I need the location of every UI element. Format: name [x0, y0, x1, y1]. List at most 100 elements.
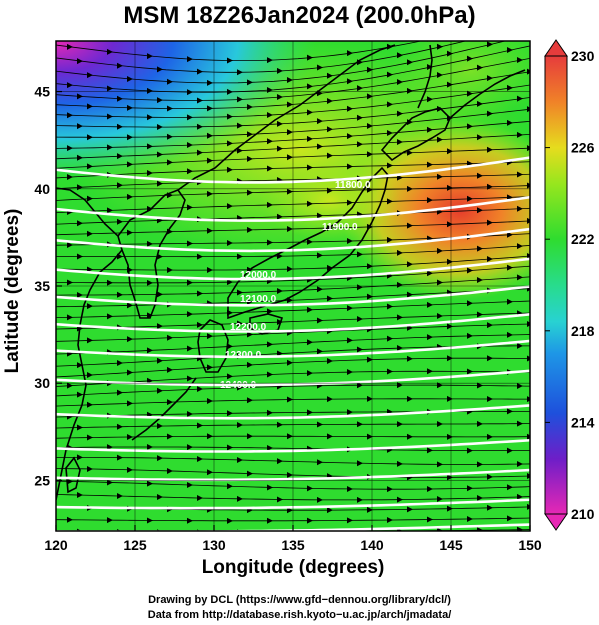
- wind-arrow: [367, 506, 373, 513]
- wind-arrow: [467, 485, 473, 492]
- x-tick-label: 120: [44, 537, 68, 553]
- wind-arrow: [227, 166, 233, 173]
- wind-arrow: [477, 276, 483, 283]
- wind-arrow: [237, 147, 243, 154]
- wind-arrow: [207, 190, 213, 197]
- wind-arrow: [367, 433, 373, 440]
- streamline: [56, 133, 530, 160]
- wind-arrow: [467, 195, 473, 202]
- wind-arrow: [187, 89, 193, 96]
- wind-arrow: [187, 204, 193, 211]
- y-tick-label: 45: [34, 84, 50, 100]
- x-tick-label: 140: [360, 537, 384, 553]
- wind-arrow: [227, 483, 233, 490]
- wind-arrow: [207, 267, 213, 274]
- wind-arrow: [517, 383, 523, 390]
- streamline: [56, 446, 530, 451]
- wind-arrow: [167, 159, 173, 166]
- wind-arrow: [107, 207, 113, 214]
- wind-arrow: [207, 364, 213, 371]
- wind-arrow: [207, 333, 213, 340]
- wind-arrow: [317, 421, 323, 428]
- wind-arrow: [407, 291, 413, 298]
- wind-arrow: [77, 454, 83, 461]
- x-tick-label: 130: [202, 537, 226, 553]
- wind-arrow: [277, 458, 283, 465]
- wind-arrow: [357, 346, 363, 353]
- x-tick-label: 125: [123, 537, 147, 553]
- wind-arrow: [267, 57, 273, 64]
- wind-arrow: [397, 281, 403, 288]
- wind-arrow: [357, 141, 363, 148]
- streamline: [56, 41, 423, 61]
- wind-arrow: [447, 355, 453, 362]
- wind-arrow: [487, 255, 493, 262]
- wind-arrow: [87, 72, 93, 79]
- wind-arrow: [447, 395, 453, 402]
- wind-arrow: [317, 64, 323, 71]
- wind-arrow: [77, 220, 83, 227]
- wind-arrow: [237, 69, 243, 76]
- coastline-kyushu: [197, 319, 229, 373]
- wind-arrow: [347, 409, 353, 416]
- wind-arrow: [107, 113, 113, 120]
- wind-arrow: [517, 243, 523, 250]
- wind-arrow: [277, 120, 283, 127]
- wind-arrow: [477, 382, 483, 389]
- wind-arrow: [327, 264, 333, 271]
- wind-arrow: [517, 131, 523, 138]
- wind-arrow: [227, 203, 233, 210]
- wind-arrow: [87, 303, 93, 310]
- wind-arrow: [227, 240, 233, 247]
- wind-arrow: [407, 222, 413, 229]
- wind-arrow: [247, 226, 253, 233]
- wind-arrow: [517, 342, 523, 349]
- colorbar-body: [544, 55, 568, 515]
- wind-arrow: [427, 64, 433, 71]
- wind-arrow: [357, 85, 363, 92]
- wind-arrow: [367, 186, 373, 193]
- wind-arrow: [317, 317, 323, 324]
- wind-arrow: [117, 123, 123, 130]
- wind-arrow: [67, 145, 73, 152]
- wind-arrow: [87, 266, 93, 273]
- wind-arrow: [67, 174, 73, 181]
- wind-arrow: [427, 301, 433, 308]
- wind-arrow: [157, 66, 163, 73]
- wind-arrow: [327, 97, 333, 104]
- coastline-ryukyu: [131, 377, 197, 441]
- streamline: [56, 334, 530, 355]
- wind-arrow: [67, 279, 73, 286]
- colorbar-tick-label: 218: [571, 323, 595, 339]
- wind-arrow: [127, 433, 133, 440]
- wind-arrow: [477, 172, 483, 179]
- wind-arrow: [167, 267, 173, 274]
- wind-arrow: [437, 136, 443, 143]
- wind-arrow: [127, 134, 133, 141]
- wind-arrow: [317, 118, 323, 125]
- wind-arrow: [187, 142, 193, 149]
- streamline: [56, 300, 530, 319]
- wind-arrow: [287, 77, 293, 84]
- wind-arrow: [517, 274, 523, 281]
- wind-arrow: [347, 163, 353, 170]
- wind-arrow: [167, 467, 173, 474]
- wind-arrow: [307, 339, 313, 346]
- colorbar-top-triangle: [544, 39, 568, 57]
- wind-arrow: [267, 445, 273, 452]
- wind-arrow: [407, 395, 413, 402]
- wind-arrow: [447, 474, 453, 481]
- wind-arrow: [507, 84, 513, 91]
- wind-arrow: [117, 454, 123, 461]
- wind-arrow: [387, 368, 393, 375]
- wind-arrow: [437, 279, 443, 286]
- wind-arrow: [397, 382, 403, 389]
- wind-arrow: [347, 50, 353, 57]
- wind-arrow: [307, 164, 313, 171]
- wind-arrow: [107, 517, 113, 524]
- colorbar: 210 214 218 222 226 230: [544, 39, 595, 531]
- wind-arrow: [77, 58, 83, 65]
- wind-arrow: [447, 81, 453, 88]
- wind-arrow: [67, 516, 73, 523]
